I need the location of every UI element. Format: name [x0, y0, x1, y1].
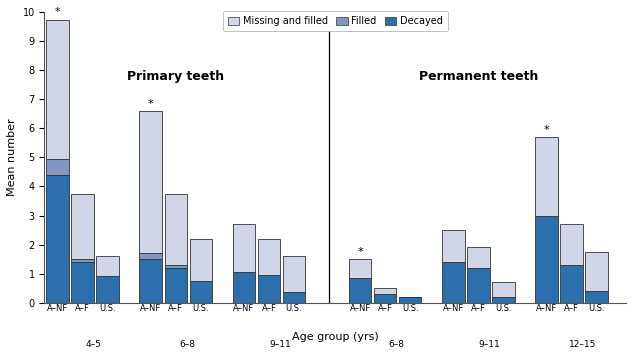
Bar: [467, 247, 489, 268]
Text: 6–8: 6–8: [179, 340, 195, 349]
Bar: [46, 19, 68, 159]
Bar: [139, 253, 162, 259]
Bar: [139, 111, 162, 253]
Bar: [96, 276, 119, 303]
Bar: [536, 137, 558, 216]
Bar: [467, 268, 489, 303]
Bar: [374, 294, 396, 303]
Bar: [399, 297, 422, 303]
Bar: [72, 194, 94, 259]
Bar: [96, 256, 119, 276]
Text: 4–5: 4–5: [85, 340, 102, 349]
Bar: [492, 297, 515, 303]
Bar: [189, 239, 212, 281]
Bar: [492, 282, 515, 297]
Text: 9–11: 9–11: [269, 340, 291, 349]
Text: *: *: [54, 7, 60, 17]
Bar: [233, 224, 255, 272]
Bar: [283, 292, 305, 303]
Bar: [586, 291, 608, 303]
Text: 9–11: 9–11: [479, 340, 501, 349]
Text: 6–8: 6–8: [389, 340, 404, 349]
Bar: [189, 281, 212, 303]
Bar: [586, 252, 608, 291]
Text: 12–15: 12–15: [569, 340, 596, 349]
Bar: [442, 262, 465, 303]
Text: *: *: [357, 247, 363, 257]
Bar: [283, 256, 305, 292]
Text: *: *: [544, 125, 549, 135]
Bar: [165, 265, 187, 268]
Bar: [349, 259, 372, 278]
X-axis label: Age group (yrs): Age group (yrs): [292, 332, 379, 342]
Bar: [442, 230, 465, 262]
Y-axis label: Mean number: Mean number: [7, 119, 17, 196]
Bar: [46, 159, 68, 175]
Text: Primary teeth: Primary teeth: [127, 70, 224, 83]
Bar: [72, 262, 94, 303]
Bar: [233, 272, 255, 303]
Text: Permanent teeth: Permanent teeth: [418, 70, 538, 83]
Bar: [165, 268, 187, 303]
Bar: [374, 288, 396, 294]
Bar: [258, 275, 280, 303]
Bar: [560, 265, 583, 303]
Bar: [258, 239, 280, 275]
Bar: [165, 194, 187, 265]
Text: *: *: [148, 99, 153, 109]
Bar: [46, 175, 68, 303]
Bar: [560, 224, 583, 265]
Bar: [536, 216, 558, 303]
Bar: [349, 278, 372, 303]
Legend: Missing and filled, Filled, Decayed: Missing and filled, Filled, Decayed: [223, 11, 448, 31]
Bar: [72, 259, 94, 262]
Bar: [139, 259, 162, 303]
